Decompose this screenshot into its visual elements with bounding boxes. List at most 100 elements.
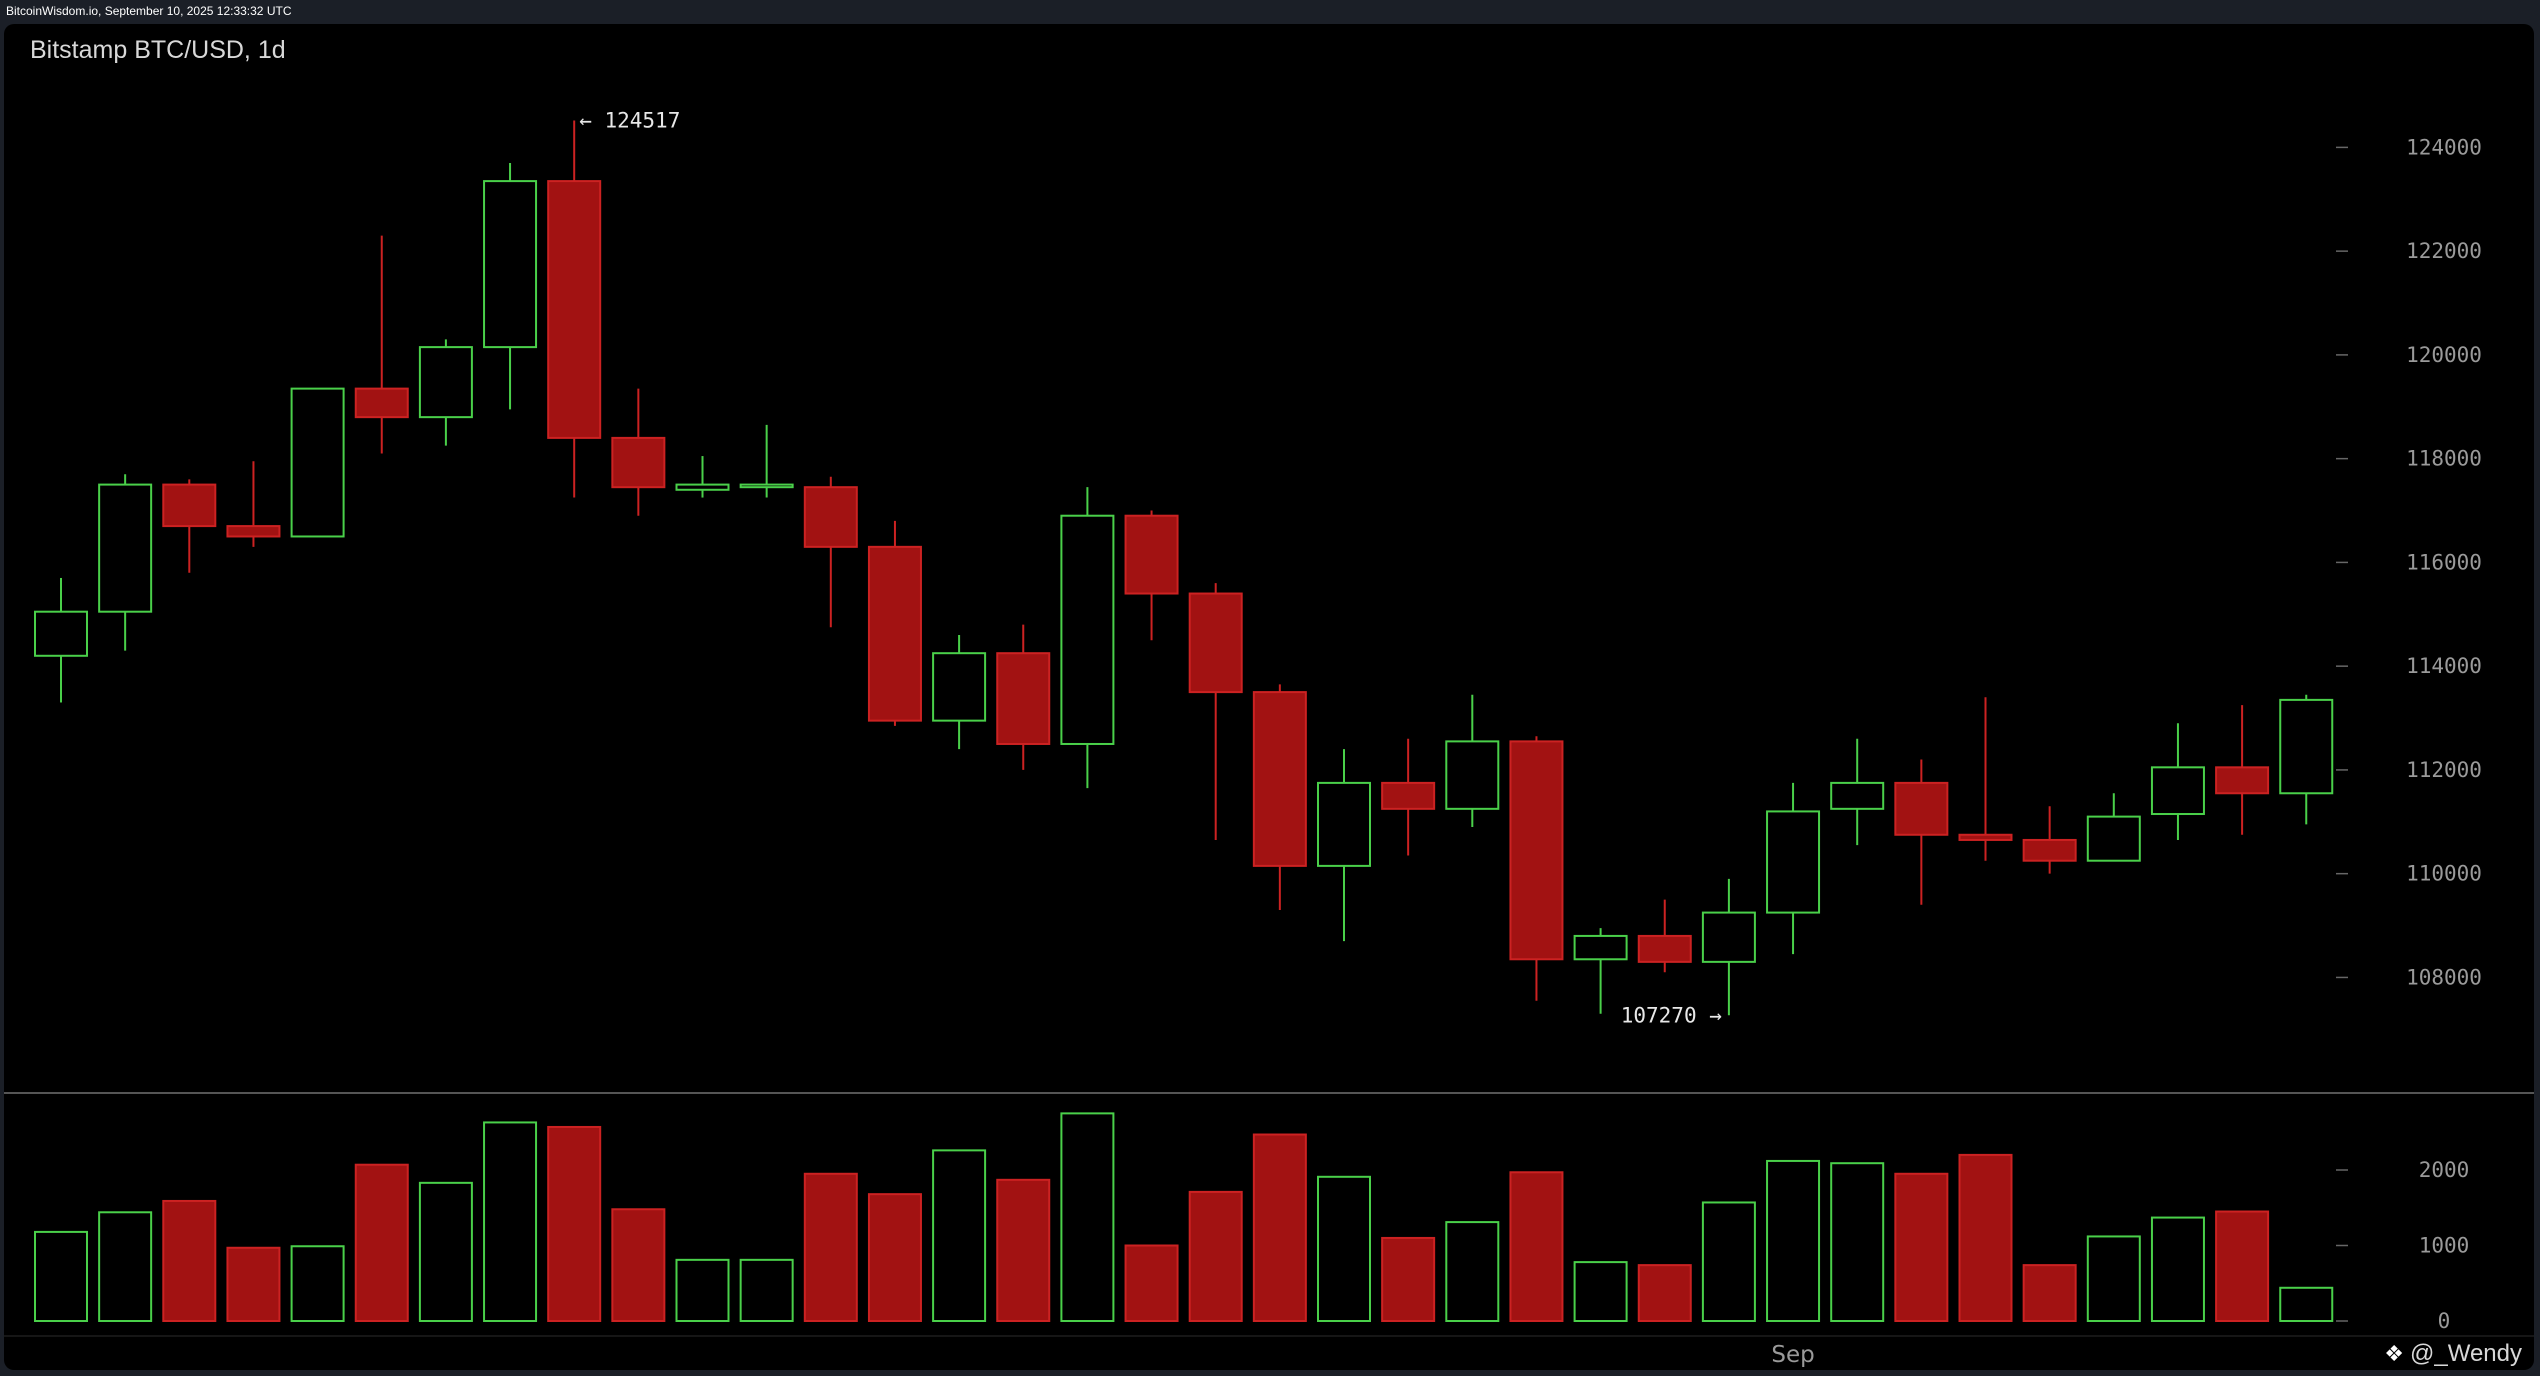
- candle: [34, 577, 88, 703]
- candle: [1124, 510, 1179, 641]
- volume-axis: 0 1000 2000: [2336, 1158, 2469, 1333]
- volume-bar: [2279, 1286, 2334, 1323]
- price-tick-label: 124000: [2406, 135, 2482, 159]
- candle: [2150, 723, 2205, 840]
- volume-bar: [1573, 1261, 1628, 1322]
- volume-bar: [483, 1121, 538, 1323]
- candle: [354, 235, 409, 454]
- candle-body: [418, 346, 473, 419]
- binance-diamond-icon: ❖: [2384, 1341, 2405, 1366]
- price-tick-label: 110000: [2406, 862, 2482, 886]
- candle: [1445, 694, 1500, 827]
- volume-bar: [803, 1172, 858, 1323]
- volume-bar: [418, 1181, 473, 1322]
- candle-body: [1188, 592, 1243, 694]
- price-axis: 108000 110000 112000 114000 116000 118000 1200…: [2336, 135, 2482, 989]
- candle: [1381, 738, 1436, 856]
- volume-bar: [1317, 1175, 1371, 1323]
- volume-bar: [1124, 1244, 1179, 1322]
- volume-bar: [547, 1125, 602, 1322]
- candle-body: [2086, 815, 2141, 862]
- candle: [1637, 899, 1692, 973]
- candle: [1317, 749, 1371, 942]
- volume-bars: [34, 1112, 2334, 1323]
- volume-bar: [1188, 1190, 1243, 1323]
- volume-bar: [1830, 1162, 1885, 1322]
- candle: [1060, 487, 1115, 789]
- price-tick-label: 114000: [2406, 654, 2482, 678]
- candle: [932, 635, 987, 750]
- candle: [1701, 878, 1756, 1016]
- volume-bar: [1252, 1133, 1307, 1323]
- chart-panel: 108000 110000 112000 114000 116000 118000 1200…: [4, 24, 2534, 1370]
- candle: [611, 388, 666, 516]
- volume-bar: [226, 1246, 281, 1323]
- candle-body: [162, 483, 217, 528]
- candle: [2086, 793, 2141, 862]
- volume-bar: [162, 1199, 217, 1322]
- price-candles: [34, 120, 2334, 1016]
- volume-bar: [1445, 1221, 1500, 1322]
- candle: [1894, 759, 1949, 905]
- candle-body: [1830, 781, 1885, 810]
- candle-body: [739, 483, 794, 489]
- candle: [2022, 806, 2077, 874]
- volume-bar: [1509, 1171, 1564, 1323]
- price-tick-label: 116000: [2406, 550, 2482, 574]
- candle: [996, 624, 1051, 770]
- candle: [2279, 694, 2334, 825]
- candle: [867, 520, 922, 726]
- volume-bar: [98, 1211, 153, 1323]
- time-axis: Sep: [1771, 1342, 1814, 1368]
- candle-body: [1637, 934, 1692, 963]
- candle-body: [1766, 810, 1821, 914]
- watermark-text: @_Wendy: [2410, 1340, 2522, 1367]
- time-axis-label: Sep: [1771, 1342, 1814, 1368]
- candle-body: [611, 436, 666, 489]
- candle-body: [34, 610, 88, 657]
- volume-bar: [1894, 1172, 1949, 1323]
- candle: [418, 339, 473, 446]
- price-tick-label: 118000: [2406, 447, 2482, 471]
- candle: [1252, 684, 1307, 910]
- candle-body: [290, 387, 345, 538]
- candle: [483, 162, 538, 410]
- candle: [1766, 782, 1821, 955]
- volume-bar: [1637, 1264, 1692, 1323]
- candle: [803, 476, 858, 628]
- candle: [1830, 738, 1885, 846]
- candle-body: [2150, 766, 2205, 816]
- candle: [162, 479, 217, 573]
- volume-tick-label: 2000: [2419, 1158, 2470, 1182]
- candle-body: [2022, 838, 2077, 862]
- candle-body: [1573, 934, 1628, 961]
- header-text: BitcoinWisdom.io, September 10, 2025 12:…: [6, 4, 292, 18]
- candle-body: [803, 486, 858, 548]
- volume-bar: [354, 1163, 409, 1322]
- chart-canvas[interactable]: 108000 110000 112000 114000 116000 118000 1200…: [4, 24, 2534, 1370]
- candle: [739, 424, 794, 498]
- candle-body: [1701, 911, 1756, 963]
- candle-body: [1060, 514, 1115, 745]
- volume-bar: [996, 1178, 1051, 1322]
- volume-bar: [1381, 1236, 1436, 1322]
- volume-bar: [1060, 1112, 1115, 1322]
- volume-bar: [867, 1193, 922, 1323]
- candle-body: [675, 483, 730, 491]
- candle: [98, 474, 153, 651]
- candle: [1188, 583, 1243, 840]
- volume-bar: [739, 1258, 794, 1322]
- candle-body: [226, 525, 281, 538]
- candle-body: [2215, 766, 2270, 795]
- volume-bar: [2022, 1264, 2077, 1323]
- candle-body: [996, 652, 1051, 745]
- price-tick-label: 122000: [2406, 239, 2482, 263]
- volume-bar: [611, 1208, 666, 1323]
- volume-bar: [1766, 1159, 1821, 1322]
- candle: [675, 456, 730, 498]
- volume-bar: [1701, 1201, 1756, 1322]
- low-annotation: 107270 →: [1621, 1003, 1722, 1027]
- candle-body: [483, 180, 538, 349]
- watermark: ❖ @_Wendy: [2384, 1340, 2522, 1368]
- candle-body: [2279, 698, 2334, 795]
